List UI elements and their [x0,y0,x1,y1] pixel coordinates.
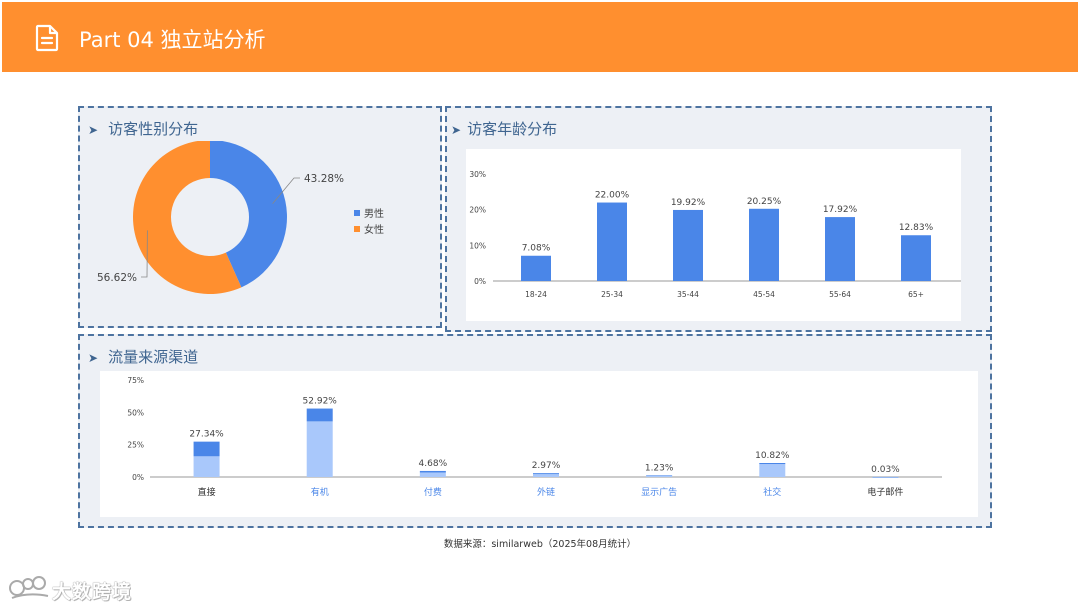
brand-logo-icon [9,576,49,599]
page-title: Part 04 独立站分析 [79,28,266,52]
age-category-label-3: 45-54 [753,290,775,299]
age-category-label-4: 55-64 [829,290,851,299]
traffic-category-label-4: 显示广告 [641,486,677,498]
traffic-bar-2-segment-1 [419,470,446,473]
brand-name: 大数跨境 [52,581,133,603]
traffic-value-label-5: 10.82% [755,451,790,461]
age-bar-0 [521,255,551,281]
age-value-label-3: 20.25% [747,197,782,207]
age-bar-2 [673,209,703,281]
traffic-chart-card: 0% 25% 50% 75% 27.34% 直接 52.92% 有机 4.68% 付费 2.97% 外… [100,371,978,517]
traffic-category-label-2: 付费 [424,486,442,498]
age-category-label-0: 18-24 [525,290,547,299]
age-y-tick-1: 10% [469,241,486,250]
traffic-y-tick-2: 50% [127,408,144,417]
traffic-bar-1-segment-1 [306,408,333,422]
traffic-stacked-bar-chart: 0% 25% 50% 75% 27.34% 直接 52.92% 有机 4.68% 付费 2.97% 外… [127,376,942,498]
document-icon [35,24,59,52]
age-value-label-5: 12.83% [899,223,934,233]
age-value-label-1: 22.00% [595,191,630,201]
age-y-tick-0: 0% [474,277,486,286]
legend-swatch-0 [354,210,360,216]
donut-leader-line-1 [141,230,148,278]
age-panel-title-row: ➤ 访客年龄分布 [451,118,557,139]
traffic-category-label-5: 社交 [763,486,781,498]
age-panel: ➤ 访客年龄分布 0% 10% 20% 30% 7.08% 18-24 22.00% 25-34… [445,106,992,332]
age-value-label-2: 19.92% [671,198,706,208]
age-y-tick-3: 30% [469,170,486,179]
traffic-panel: ➤ 流量来源渠道 0% 25% 50% 75% 27.34% 直接 52.92% 有机 4.68%… [78,334,992,528]
age-bar-5 [901,235,931,281]
age-bar-1 [597,202,627,281]
gender-panel-title-row: ➤ 访客性别分布 [88,118,198,139]
age-value-label-4: 17.92% [823,205,858,215]
donut-value-label-0: 43.28% [304,173,344,185]
traffic-bar-0-segment-0 [193,456,220,477]
age-y-tick-2: 20% [469,206,486,215]
traffic-category-label-1: 有机 [311,486,329,498]
traffic-value-label-3: 2.97% [532,461,561,471]
traffic-category-label-3: 外链 [537,486,555,498]
donut-slice-0 [210,141,287,288]
traffic-value-label-0: 27.34% [189,430,224,440]
legend-swatch-1 [354,226,360,232]
traffic-bar-4-segment-0 [646,475,673,477]
traffic-y-tick-0: 0% [132,473,144,482]
traffic-panel-title-row: ➤ 流量来源渠道 [88,346,198,367]
age-bar-chart: 0% 10% 20% 30% 7.08% 18-24 22.00% 25-34 19.92% 35… [469,170,961,299]
traffic-bar-2-segment-0 [419,472,446,477]
traffic-bar-4-segment-1 [646,475,673,477]
traffic-bar-0-segment-1 [193,441,220,457]
traffic-value-label-4: 1.23% [645,463,674,473]
traffic-bar-5-segment-1 [759,463,786,465]
traffic-value-label-2: 4.68% [419,459,448,469]
traffic-category-label-6: 电子邮件 [867,486,903,498]
traffic-bar-5-segment-0 [759,464,786,477]
traffic-y-tick-1: 25% [127,441,144,450]
traffic-value-label-1: 52.92% [303,397,338,407]
traffic-y-tick-3: 75% [127,376,144,385]
traffic-bar-1-segment-0 [306,421,333,477]
donut-value-label-1: 56.62% [97,272,137,284]
traffic-bar-3-segment-0 [533,474,559,477]
data-source-note: 数据来源：similarweb（2025年08月统计） [443,539,637,550]
age-bar-3 [749,208,779,281]
traffic-value-label-6: 0.03% [871,465,900,475]
traffic-bar-3-segment-1 [533,473,559,475]
donut-leader-line-0 [272,177,300,204]
donut-slice-1 [133,141,242,294]
chevron-right-icon: ➤ [88,123,99,137]
age-bar-4 [825,217,855,281]
traffic-category-label-0: 直接 [198,486,216,498]
legend-label-0: 男性 [364,207,384,220]
gender-panel: ➤ 访客性别分布 43.28% 56.62% 男性女性 [78,106,442,328]
age-panel-title: 访客年龄分布 [467,120,558,138]
age-category-label-5: 65+ [908,290,924,299]
chevron-right-icon: ➤ [88,351,99,365]
legend-label-1: 女性 [364,223,384,236]
gender-panel-title: 访客性别分布 [108,120,199,138]
chevron-right-icon: ➤ [451,123,462,137]
age-category-label-2: 35-44 [677,290,699,299]
header-bar: Part 04 独立站分析 [2,2,1078,72]
traffic-panel-title: 流量来源渠道 [108,348,199,366]
traffic-bar-6-segment-1 [872,476,899,478]
age-category-label-1: 25-34 [601,290,623,299]
age-chart-card: 0% 10% 20% 30% 7.08% 18-24 22.00% 25-34 19.92% 35… [466,149,961,321]
age-value-label-0: 7.08% [522,244,551,254]
